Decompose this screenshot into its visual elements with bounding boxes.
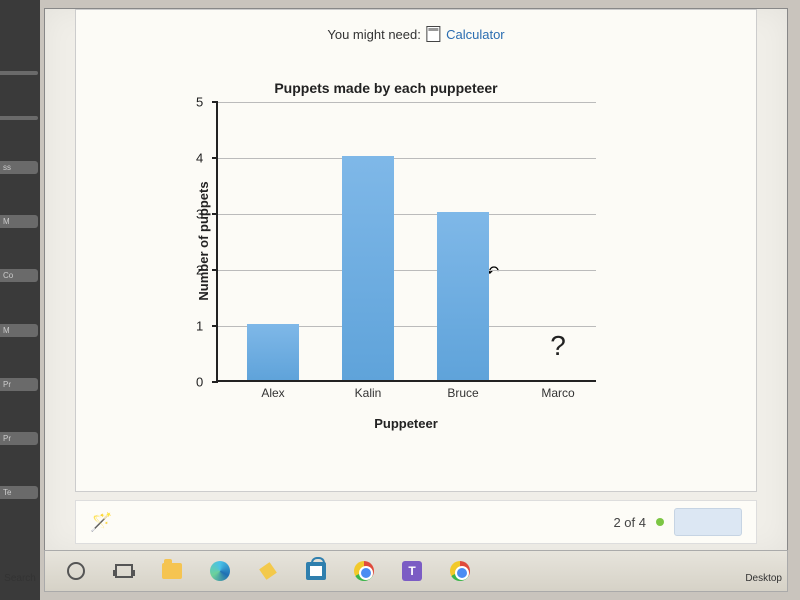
calculator-link[interactable]: Calculator: [446, 27, 505, 42]
left-tab[interactable]: Te: [0, 486, 38, 499]
search-label[interactable]: Search: [0, 573, 40, 584]
status-dot-icon: [656, 518, 664, 526]
x-tick-label: Marco: [541, 386, 574, 400]
question-panel: You might need: Calculator Puppets made …: [75, 9, 757, 492]
edge-icon[interactable]: [209, 560, 231, 582]
gridline: [218, 214, 596, 215]
store-icon[interactable]: [305, 560, 327, 582]
chart-title: Puppets made by each puppeteer: [176, 80, 596, 96]
left-tab[interactable]: M: [0, 215, 38, 228]
task-view-icon[interactable]: [113, 560, 135, 582]
y-tick-label: 3: [196, 207, 203, 222]
x-axis-label: Puppeteer: [216, 416, 596, 431]
chart-container: Puppets made by each puppeteer Number of…: [176, 80, 596, 431]
chart-plot-area: Number of puppets ↶ 012345AlexKalinBruce…: [216, 102, 596, 382]
y-tick-mark: [212, 157, 218, 159]
x-tick-label: Alex: [261, 386, 284, 400]
left-tab[interactable]: Pr: [0, 378, 38, 391]
gridline: [218, 158, 596, 159]
gridline: [218, 102, 596, 103]
browser-left-strip: ss M Co M Pr Pr Te: [0, 0, 40, 600]
x-tick-label: Bruce: [447, 386, 478, 400]
left-tab[interactable]: Co: [0, 269, 38, 282]
cortana-icon[interactable]: [65, 560, 87, 582]
y-tick-mark: [212, 101, 218, 103]
y-tick-label: 4: [196, 151, 203, 166]
chrome2-icon[interactable]: [449, 560, 471, 582]
question-footer: 🪄 2 of 4: [75, 500, 757, 544]
next-button[interactable]: [674, 508, 742, 536]
unknown-marker: ?: [550, 330, 566, 362]
desktop-label[interactable]: Desktop: [745, 573, 782, 584]
y-axis-label: Number of puppets: [196, 181, 211, 300]
gridline: [218, 270, 596, 271]
x-tick-label: Kalin: [355, 386, 382, 400]
y-tick-label: 1: [196, 319, 203, 334]
left-tab[interactable]: [0, 116, 38, 120]
y-tick-label: 0: [196, 375, 203, 390]
hint-prefix: You might need:: [327, 27, 420, 42]
y-tick-label: 2: [196, 263, 203, 278]
left-tab[interactable]: [0, 71, 38, 75]
chrome-icon[interactable]: [353, 560, 375, 582]
y-tick-label: 5: [196, 95, 203, 110]
left-tab[interactable]: M: [0, 324, 38, 337]
y-tick-mark: [212, 381, 218, 383]
calculator-icon[interactable]: [426, 26, 440, 42]
left-tab[interactable]: Pr: [0, 432, 38, 445]
drive-icon[interactable]: [257, 560, 279, 582]
teams-icon[interactable]: T: [401, 560, 423, 582]
bar: [437, 212, 489, 380]
progress-text: 2 of 4: [613, 515, 646, 530]
wand-icon[interactable]: 🪄: [90, 512, 112, 533]
taskbar: T: [44, 550, 788, 592]
bar: [342, 156, 394, 380]
y-tick-mark: [212, 213, 218, 215]
file-explorer-icon[interactable]: [161, 560, 183, 582]
hint-line: You might need: Calculator: [327, 26, 504, 42]
y-tick-mark: [212, 325, 218, 327]
left-tab[interactable]: ss: [0, 161, 38, 174]
y-tick-mark: [212, 269, 218, 271]
bar: [247, 324, 299, 380]
screen-area: You might need: Calculator Puppets made …: [44, 8, 788, 553]
